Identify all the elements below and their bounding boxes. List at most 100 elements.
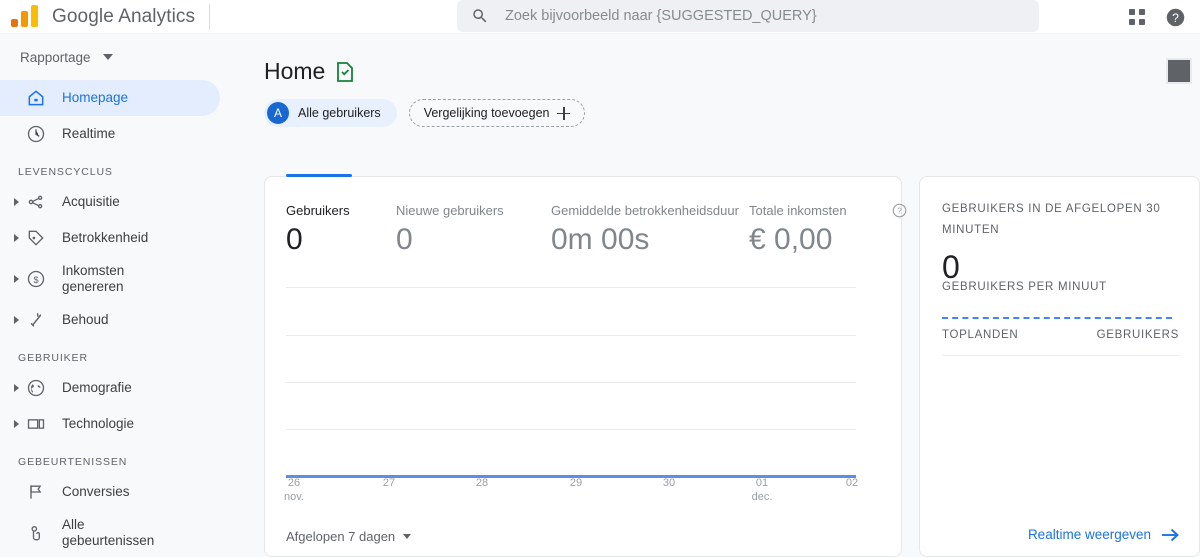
sidebar-item-homepage[interactable]: Homepage: [0, 80, 220, 116]
sidebar-item-demografie[interactable]: Demografie: [0, 370, 220, 406]
date-range-label: Afgelopen 7 dagen: [286, 529, 396, 544]
search-input-placeholder: Zoek bijvoorbeeld naar {SUGGESTED_QUERY}: [505, 8, 817, 24]
realtime-value: 0: [942, 249, 960, 285]
active-metric-indicator: [286, 174, 352, 177]
sidebar-item-label: Technologie: [62, 416, 135, 431]
plus-icon: [557, 106, 571, 120]
page-title: Home: [264, 58, 326, 84]
metric-gemiddelde-betrokkenheidsduur[interactable]: Gemiddelde betrokkenheidsduur 0m 00s: [551, 203, 749, 260]
top-bar-actions: ?: [1127, 0, 1192, 34]
expand-arrow[interactable]: [8, 384, 24, 392]
metric-value: € 0,00: [749, 223, 833, 256]
metric-value: 0m 00s: [551, 223, 650, 256]
x-tick: 28: [475, 477, 489, 489]
svg-text:?: ?: [1172, 10, 1179, 24]
metric-value: 0: [396, 223, 413, 256]
brand-divider: [209, 3, 211, 30]
brand-logo[interactable]: Google Analytics: [0, 0, 211, 34]
x-tick: 29: [569, 477, 583, 489]
realtime-subtitle: GEBRUIKERS PER MINUUT: [942, 281, 1107, 293]
metric-value: 0: [286, 223, 303, 256]
search-bar[interactable]: Zoek bijvoorbeeld naar {SUGGESTED_QUERY}: [457, 0, 1039, 32]
globe-icon: [24, 377, 48, 399]
x-tick: 27: [382, 477, 396, 489]
sidebar-item-acquisitie[interactable]: Acquisitie: [0, 184, 220, 220]
flag-icon: [24, 481, 48, 503]
add-comparison-button[interactable]: Vergelijking toevoegen: [408, 99, 586, 127]
realtime-view-link[interactable]: Realtime weergeven: [1028, 527, 1179, 542]
document-check-icon[interactable]: [335, 61, 355, 83]
users-overview-card: Gebruikers 0 Nieuwe gebruikers 0 Gemidde…: [264, 174, 907, 557]
sidebar-section-gebeurtenissen: GEBEURTENISSEN: [18, 456, 128, 468]
grid-apps-icon[interactable]: [1127, 7, 1147, 27]
table-header-toplanden: TOPLANDEN: [942, 329, 1019, 341]
sidebar-item-label: Homepage: [62, 90, 129, 105]
report-selector-label: Rapportage: [20, 49, 91, 65]
sidebar-item-technologie[interactable]: Technologie: [0, 406, 220, 442]
help-circle-icon[interactable]: ?: [892, 203, 907, 218]
sidebar-item-label: Betrokkenheid: [62, 230, 149, 245]
realtime-table-header: TOPLANDEN GEBRUIKERS: [942, 329, 1179, 341]
x-tick: 30: [662, 477, 676, 489]
sidebar-item-label: Demografie: [62, 380, 132, 395]
sidebar-item-realtime[interactable]: Realtime: [0, 116, 220, 152]
svg-text:$: $: [33, 275, 38, 285]
report-selector[interactable]: Rapportage: [0, 34, 234, 80]
sidebar-item-behoud[interactable]: Behoud: [0, 302, 220, 338]
chevron-down-icon: [403, 534, 412, 539]
date-range-selector[interactable]: Afgelopen 7 dagen: [286, 529, 412, 544]
devices-icon: [24, 413, 48, 435]
tap-icon: [24, 522, 48, 544]
metric-label: Nieuwe gebruikers: [396, 203, 504, 218]
x-tick: 26 nov.: [284, 477, 304, 503]
sidebar-item-inkomsten-genereren[interactable]: $ Inkomsten genereren: [0, 256, 220, 302]
metric-totale-inkomsten[interactable]: Totale inkomsten ? € 0,00: [749, 203, 907, 260]
segment-avatar: A: [267, 102, 289, 124]
metric-label: Gebruikers: [286, 203, 350, 218]
sidebar-section-lifecycle: LEVENSCYCLUS: [18, 166, 113, 178]
chart-gridline: [286, 287, 856, 288]
sidebar-item-label: Acquisitie: [62, 194, 120, 209]
expand-arrow[interactable]: [8, 420, 24, 428]
chart-series-gebruikers: [286, 475, 856, 478]
sidebar-item-conversies[interactable]: Conversies: [0, 474, 220, 510]
clock-icon: [24, 123, 48, 145]
table-header-gebruikers: GEBRUIKERS: [1096, 329, 1179, 341]
svg-text:?: ?: [897, 207, 902, 216]
dashboard-cards: Gebruikers 0 Nieuwe gebruikers 0 Gemidde…: [264, 174, 1200, 557]
search-icon: [471, 7, 489, 25]
expand-arrow[interactable]: [8, 198, 24, 206]
x-tick: 01 dec.: [751, 477, 773, 503]
sidebar-item-betrokkenheid[interactable]: Betrokkenheid: [0, 220, 220, 256]
sidebar-item-label: Realtime: [62, 126, 116, 141]
metric-label: Gemiddelde betrokkenheidsduur: [551, 203, 739, 218]
expand-arrow[interactable]: [8, 234, 24, 242]
sidebar-item-alle-gebeurtenissen[interactable]: Alle gebeurtenissen: [0, 510, 220, 556]
expand-arrow[interactable]: [8, 275, 24, 283]
add-comparison-label: Vergelijking toevoegen: [423, 106, 550, 120]
dollar-circle-icon: $: [24, 268, 48, 290]
page-header: Home: [234, 34, 1200, 85]
google-analytics-logo-icon: [10, 4, 40, 29]
share-node-icon: [24, 191, 48, 213]
realtime-card: GEBRUIKERS IN DE AFGELOPEN 30 MINUTEN 0 …: [919, 176, 1200, 557]
segment-chip-alle-gebruikers[interactable]: A Alle gebruikers: [264, 99, 397, 127]
realtime-title: GEBRUIKERS IN DE AFGELOPEN 30 MINUTEN: [942, 203, 1161, 236]
chart-gridline: [286, 335, 856, 336]
metric-nieuwe-gebruikers[interactable]: Nieuwe gebruikers 0: [396, 203, 551, 260]
main-content: Home A Alle gebruikers Vergelijking toev…: [234, 34, 1200, 557]
sidebar-item-label: Behoud: [62, 312, 109, 327]
metric-label: Totale inkomsten: [749, 203, 847, 218]
expand-arrow[interactable]: [8, 316, 24, 324]
brand-title: Google Analytics: [52, 5, 196, 27]
dark-square-button[interactable]: [1166, 58, 1192, 84]
sidebar-item-label: Inkomsten genereren: [62, 263, 125, 294]
users-line-chart: [286, 287, 856, 557]
help-circle-icon[interactable]: ?: [1165, 7, 1186, 28]
sidebar-section-gebruiker: GEBRUIKER: [18, 352, 88, 364]
home-icon: [24, 87, 48, 109]
chart-gridline: [286, 382, 856, 383]
tag-icon: [24, 227, 48, 249]
metric-gebruikers[interactable]: Gebruikers 0: [286, 203, 396, 260]
